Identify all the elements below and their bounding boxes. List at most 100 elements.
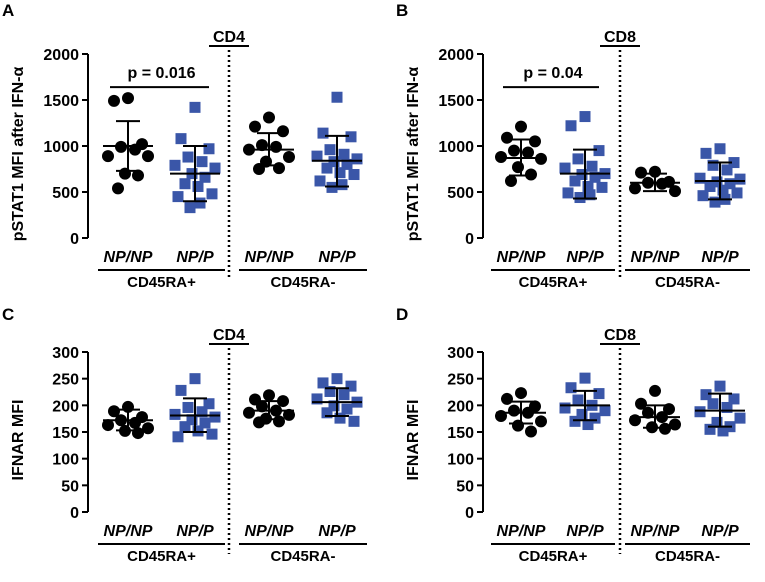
data-point-np-p [345,380,357,392]
data-point-np-np [102,419,114,432]
data-point-np-np [501,131,513,144]
data-point-np-np [635,397,647,410]
data-point-np-p [711,416,723,428]
subset-label: CD45RA- [270,548,335,565]
data-point-np-p [707,159,719,171]
p-value-label: p = 0.016 [127,65,195,82]
subset-label: CD45RA- [655,274,720,291]
data-point-np-np [122,92,134,105]
data-point-np-p [569,175,581,187]
data-point-np-np [142,422,154,435]
y-axis-title: pSTAT1 MFI after IFN-α [10,67,27,242]
data-point-np-p [172,191,184,203]
data-point-np-np [112,182,124,195]
data-point-np-p [314,175,326,187]
subset-label: CD45RA- [270,274,335,291]
group-label: NP/P [176,249,214,266]
data-point-np-p [704,180,716,192]
data-point-np-np [108,405,120,418]
group-label: NP/P [701,249,739,266]
y-tick-label: 0 [465,231,474,248]
data-point-np-p [714,380,726,392]
data-point-np-p [206,428,218,440]
data-point-np-np [659,422,671,435]
data-point-np-p [579,111,591,123]
data-point-np-p [192,180,204,192]
y-tick-label: 1000 [43,139,79,156]
data-point-np-p [175,384,187,396]
data-point-np-p [345,131,357,143]
data-point-np-p [192,425,204,437]
data-point-np-p [179,421,191,433]
data-point-np-np [277,125,289,138]
data-point-np-np [256,400,268,413]
data-point-np-np [512,161,524,174]
y-axis-title: IFNAR MFI [405,400,422,481]
data-point-np-p [341,403,353,415]
y-tick-label: 0 [70,231,79,248]
data-point-np-np [649,384,661,397]
data-point-np-p [559,402,571,414]
data-point-np-np [129,416,141,429]
panel-letter: D [396,305,408,324]
subset-label: CD45RA+ [519,548,588,565]
data-point-np-np [669,185,681,198]
y-tick-label: 1500 [438,93,474,110]
data-point-np-np [501,392,513,405]
data-point-np-np [629,182,641,195]
data-point-np-np [142,150,154,163]
data-point-np-np [273,162,285,175]
data-point-np-p [341,158,353,170]
group-label: NP/P [318,249,356,266]
data-point-np-p [338,148,350,160]
data-point-np-np [270,140,282,153]
data-point-np-p [565,120,577,132]
data-point-np-np [283,151,295,164]
data-point-np-p [562,187,574,199]
cell-type-label: CD8 [604,29,636,46]
data-point-np-p [199,171,211,183]
data-point-np-p [576,408,588,420]
data-point-np-p [734,173,746,185]
data-point-np-np [249,120,261,133]
data-point-np-np [263,111,275,124]
data-point-np-np [132,427,144,440]
y-tick-label: 0 [465,505,474,522]
data-point-np-p [189,373,201,385]
data-point-np-p [584,189,596,201]
data-point-np-p [721,401,733,413]
data-point-np-p [728,393,740,405]
data-point-np-p [182,401,194,413]
data-point-np-p [707,398,719,410]
data-point-np-np [119,167,131,180]
y-tick-label: 500 [52,185,79,202]
data-point-np-np [253,416,265,429]
data-point-np-p [351,153,363,165]
data-point-np-np [522,146,534,159]
panel-b: B 0 500 1000 1500 2000 pSTAT1 MFI after IFN-α C… [396,1,750,291]
data-point-np-p [582,419,594,431]
y-tick-label: 250 [52,372,79,389]
data-point-np-p [331,91,343,103]
data-point-np-p [559,162,571,174]
data-point-np-p [182,151,194,163]
data-point-np-p [189,101,201,113]
y-tick-label: 2000 [43,47,79,64]
y-tick-label: 250 [447,372,474,389]
y-tick-label: 150 [447,425,474,442]
data-point-np-np [515,387,527,400]
data-point-np-p [338,389,350,401]
y-tick-label: 0 [70,505,79,522]
data-point-np-p [717,184,729,196]
data-point-np-p [203,398,215,410]
subset-label: CD45RA+ [127,274,196,291]
y-tick-label: 150 [52,425,79,442]
group-label: NP/NP [631,523,680,540]
data-point-np-p [572,394,584,406]
data-point-np-p [317,377,329,389]
data-point-np-p [724,178,736,190]
data-point-np-p [593,145,605,157]
data-point-np-np [529,135,541,148]
data-point-np-p [579,372,591,384]
